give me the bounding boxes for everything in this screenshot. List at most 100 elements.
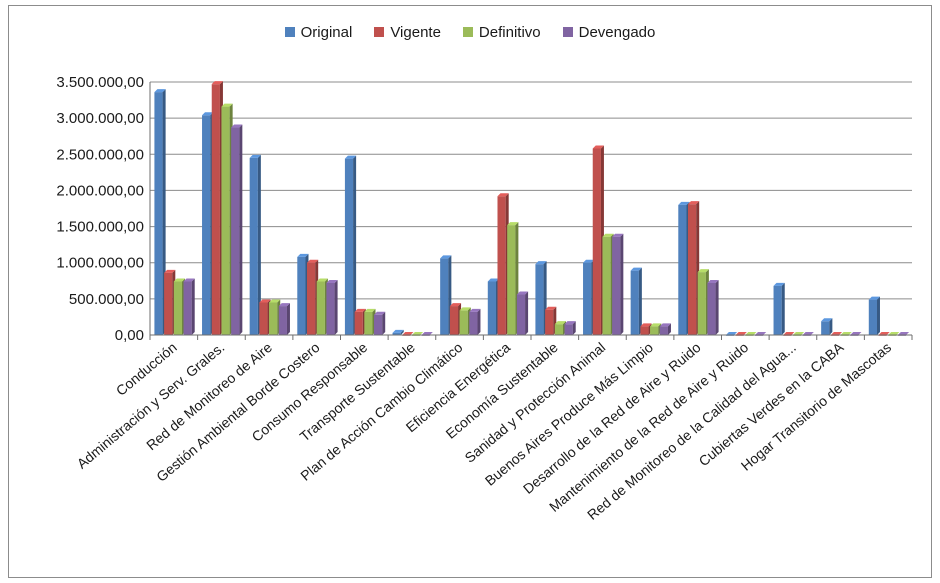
bar-original (154, 92, 163, 336)
bar-original-top (773, 282, 785, 286)
legend-item-devengado: Devengado (562, 24, 655, 41)
bar-original-top (440, 255, 452, 259)
bar-devengado-top (231, 124, 243, 128)
bar-original-top (535, 261, 547, 265)
bar-vigente-top (783, 332, 795, 335)
legend-item-vigente: Vigente (374, 24, 441, 41)
bar-devengado (612, 236, 621, 335)
bar-original (344, 158, 354, 335)
bar-definitivo-top (316, 278, 328, 282)
bar-definitivo (507, 225, 516, 335)
bar-devengado (326, 282, 335, 335)
bar-vigente (306, 262, 316, 335)
bar-definitivo-top (507, 222, 519, 226)
bar-original (440, 258, 449, 335)
bar-original-top (678, 201, 690, 205)
bar-devengado (374, 314, 383, 335)
bar-vigente-top (211, 81, 223, 85)
bar-devengado-top (374, 311, 386, 315)
legend-item-definitivo: Definitivo (462, 24, 541, 41)
bar-devengado-top (897, 332, 910, 335)
bar-vigente-top (402, 332, 414, 335)
legend-swatch-vigente (374, 27, 385, 37)
bar-definitivo-top (221, 103, 233, 107)
legend-label-vigente: Vigente (390, 23, 441, 41)
bar-original-side (781, 282, 785, 335)
bar-devengado-top (469, 308, 481, 312)
bar-devengado-side (572, 321, 576, 335)
bar-original (630, 270, 639, 335)
bar-original-top (392, 329, 404, 333)
chart-legend: Original Vigente Definitivo Devengado (0, 20, 940, 44)
bar-original-side (257, 154, 261, 335)
bar-original (868, 299, 877, 335)
bar-definitivo-top (888, 332, 900, 335)
bar-vigente-top (306, 259, 319, 263)
bar-vigente-top (164, 269, 176, 273)
bar-definitivo-top (745, 332, 757, 335)
bar-definitivo (459, 310, 468, 335)
bar-original-side (400, 329, 404, 335)
legend-item-original: Original (284, 24, 352, 41)
y-tick-label: 2.500.000,00 (56, 146, 144, 163)
bar-devengado-top (183, 278, 195, 282)
bar-vigente-top (640, 323, 652, 327)
bar-devengado-side (715, 279, 719, 335)
bar-original (535, 264, 544, 335)
bar-original (487, 281, 496, 335)
bar-original (297, 256, 306, 335)
bar-vigente (640, 326, 649, 335)
bar-definitivo (269, 302, 278, 335)
bar-devengado (278, 306, 287, 335)
bar-original-top (725, 332, 738, 335)
y-tick-label: 1.500.000,00 (56, 219, 144, 236)
bar-vigente (211, 84, 220, 335)
bar-original-top (821, 318, 833, 322)
bar-vigente-top (449, 303, 462, 307)
bar-definitivo-top (554, 321, 567, 325)
bar-devengado-top (421, 332, 433, 335)
bar-definitivo-top (269, 299, 281, 303)
bar-vigente (545, 309, 554, 335)
bar-definitivo (602, 236, 611, 335)
bar-definitivo (221, 106, 230, 335)
y-axis-tick-labels: 0,00 500.000,00 1.000.000,00 1.500.000,00 2.… (56, 74, 144, 344)
y-tick-label: 0,00 (115, 327, 144, 344)
bar-original-side (829, 318, 833, 335)
bar-vigente (592, 148, 601, 335)
bar-devengado-side (525, 291, 529, 335)
bar-devengado (231, 127, 240, 335)
bar-original-top (868, 296, 880, 300)
bar-original-top (202, 112, 214, 116)
bar-definitivo-top (411, 332, 424, 335)
bar-definitivo-top (792, 332, 805, 335)
bar-definitivo (173, 281, 183, 335)
bar-vigente (449, 306, 459, 335)
bar-devengado-top (850, 332, 862, 335)
bar-devengado-side (620, 233, 624, 335)
bar-original-top (249, 154, 261, 158)
bar-devengado-top (516, 291, 529, 295)
bar-original (202, 115, 211, 335)
bar-original-side (353, 155, 357, 335)
y-tick-label: 2.000.000,00 (56, 182, 144, 199)
y-tick-label: 3.500.000,00 (56, 74, 144, 91)
bar-vigente-top (687, 201, 700, 205)
bar-devengado-top (802, 332, 814, 335)
bar-vigente (687, 204, 697, 335)
bar-vigente-top (592, 145, 604, 149)
bar-devengado-side (191, 278, 195, 335)
bar-vigente (497, 196, 506, 335)
bar-original-top (344, 155, 357, 159)
bar-original (821, 321, 830, 335)
bar-original (583, 262, 592, 335)
gridlines (150, 81, 912, 336)
bar-devengado (659, 326, 668, 335)
bar-vigente-top (830, 332, 843, 335)
bar-devengado (707, 282, 716, 335)
bar-devengado-top (707, 279, 719, 283)
bar-devengado (469, 311, 478, 335)
legend-swatch-original (284, 27, 295, 37)
